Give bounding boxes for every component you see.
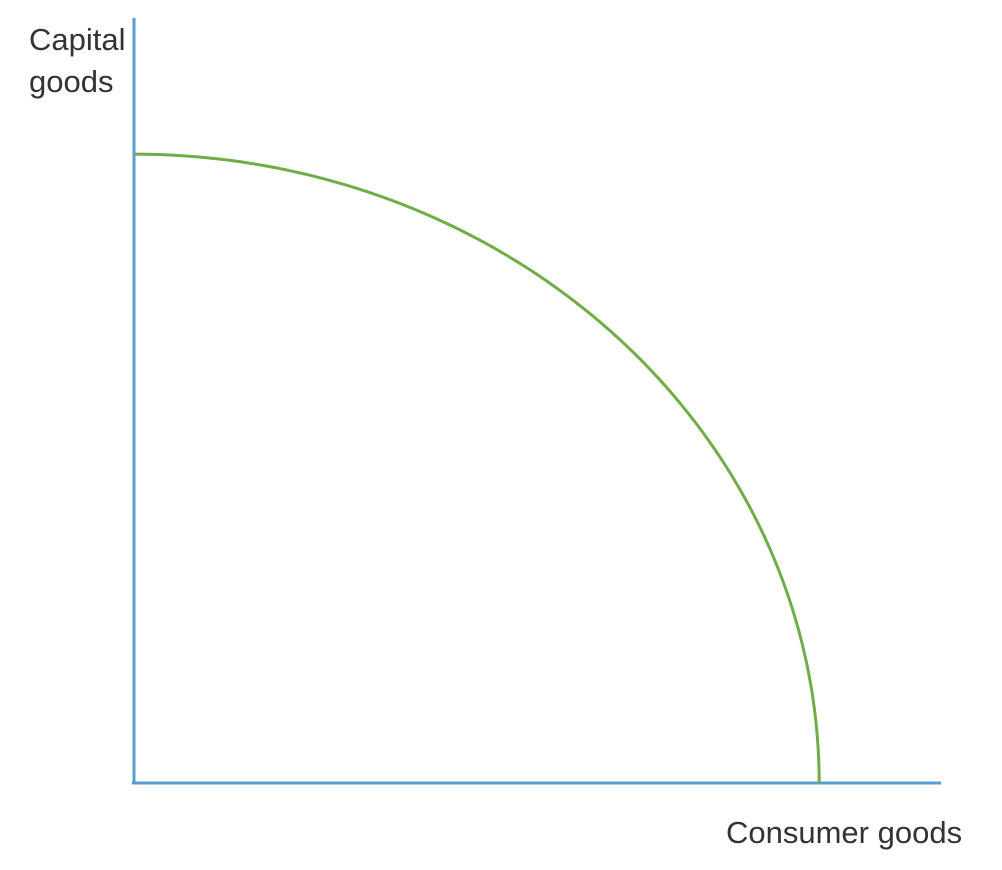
y-axis-label-line-2: goods — [29, 64, 113, 99]
x-axis-label: Consumer goods — [726, 815, 962, 850]
ppf-curve — [133, 152, 821, 784]
y-axis-label-line-1: Capital — [29, 22, 126, 57]
